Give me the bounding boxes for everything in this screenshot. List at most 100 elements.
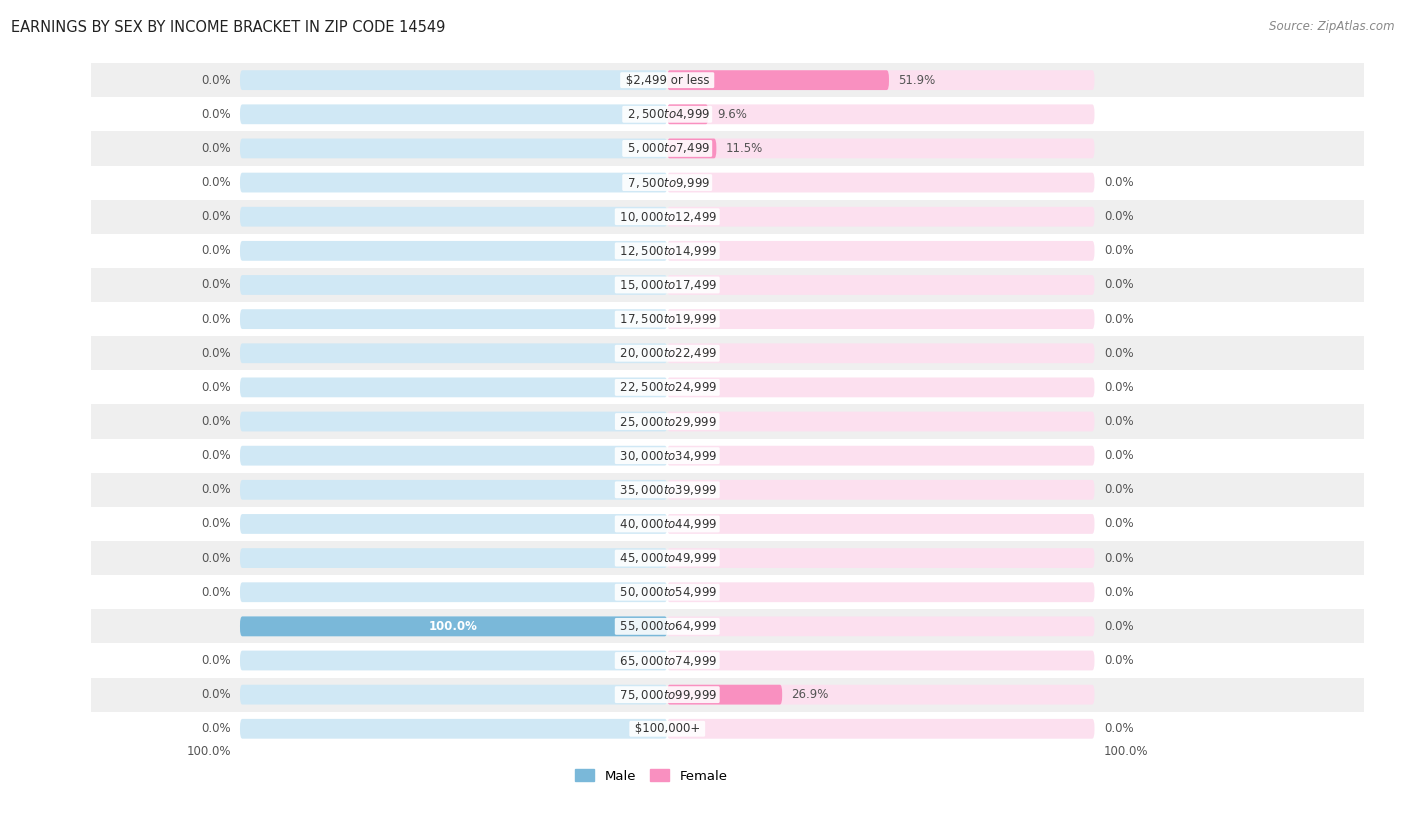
- Text: 0.0%: 0.0%: [201, 347, 231, 360]
- Text: 0.0%: 0.0%: [1104, 620, 1133, 633]
- FancyBboxPatch shape: [240, 275, 668, 295]
- FancyBboxPatch shape: [668, 138, 717, 159]
- Text: EARNINGS BY SEX BY INCOME BRACKET IN ZIP CODE 14549: EARNINGS BY SEX BY INCOME BRACKET IN ZIP…: [11, 20, 446, 35]
- FancyBboxPatch shape: [668, 480, 1094, 500]
- Bar: [91, 472, 1364, 506]
- Text: 0.0%: 0.0%: [201, 517, 231, 530]
- FancyBboxPatch shape: [668, 104, 1094, 124]
- Bar: [91, 337, 1364, 371]
- Bar: [91, 506, 1364, 541]
- Text: $7,500 to $9,999: $7,500 to $9,999: [624, 176, 711, 189]
- Text: 0.0%: 0.0%: [201, 415, 231, 428]
- Text: $25,000 to $29,999: $25,000 to $29,999: [616, 415, 718, 428]
- Text: 0.0%: 0.0%: [1104, 654, 1133, 667]
- Bar: [91, 609, 1364, 643]
- Bar: [91, 711, 1364, 746]
- Text: 0.0%: 0.0%: [201, 74, 231, 87]
- FancyBboxPatch shape: [668, 207, 1094, 227]
- FancyBboxPatch shape: [668, 719, 1094, 739]
- FancyBboxPatch shape: [668, 685, 782, 705]
- Text: $30,000 to $34,999: $30,000 to $34,999: [616, 449, 718, 463]
- Text: $50,000 to $54,999: $50,000 to $54,999: [616, 585, 718, 599]
- Text: $2,499 or less: $2,499 or less: [621, 74, 713, 87]
- Text: $10,000 to $12,499: $10,000 to $12,499: [616, 210, 718, 224]
- Bar: [91, 63, 1364, 98]
- FancyBboxPatch shape: [668, 104, 709, 124]
- FancyBboxPatch shape: [240, 411, 668, 432]
- FancyBboxPatch shape: [240, 309, 668, 329]
- Bar: [91, 677, 1364, 711]
- Text: 51.9%: 51.9%: [898, 74, 935, 87]
- FancyBboxPatch shape: [668, 685, 1094, 705]
- Text: $75,000 to $99,999: $75,000 to $99,999: [616, 688, 718, 702]
- Text: 0.0%: 0.0%: [1104, 483, 1133, 496]
- Text: 0.0%: 0.0%: [1104, 551, 1133, 564]
- FancyBboxPatch shape: [240, 616, 668, 637]
- FancyBboxPatch shape: [240, 480, 668, 500]
- FancyBboxPatch shape: [240, 446, 668, 466]
- FancyBboxPatch shape: [668, 377, 1094, 398]
- Text: $15,000 to $17,499: $15,000 to $17,499: [616, 278, 718, 292]
- Bar: [91, 404, 1364, 438]
- Text: 100.0%: 100.0%: [1104, 746, 1149, 759]
- FancyBboxPatch shape: [240, 514, 668, 534]
- Text: 0.0%: 0.0%: [201, 279, 231, 292]
- Text: $5,000 to $7,499: $5,000 to $7,499: [624, 141, 711, 155]
- Text: 0.0%: 0.0%: [1104, 347, 1133, 360]
- Text: 0.0%: 0.0%: [201, 313, 231, 326]
- Text: $2,500 to $4,999: $2,500 to $4,999: [624, 107, 711, 121]
- Text: 0.0%: 0.0%: [201, 585, 231, 598]
- Text: 26.9%: 26.9%: [792, 688, 828, 701]
- Text: 100.0%: 100.0%: [429, 620, 478, 633]
- Text: 0.0%: 0.0%: [1104, 211, 1133, 224]
- Text: 0.0%: 0.0%: [1104, 279, 1133, 292]
- FancyBboxPatch shape: [668, 446, 1094, 466]
- FancyBboxPatch shape: [668, 309, 1094, 329]
- Bar: [91, 643, 1364, 677]
- FancyBboxPatch shape: [240, 377, 668, 398]
- Text: 0.0%: 0.0%: [1104, 381, 1133, 393]
- Text: 0.0%: 0.0%: [1104, 722, 1133, 735]
- Bar: [91, 302, 1364, 337]
- FancyBboxPatch shape: [240, 719, 668, 739]
- Text: 0.0%: 0.0%: [1104, 449, 1133, 462]
- Text: 0.0%: 0.0%: [1104, 585, 1133, 598]
- Text: 0.0%: 0.0%: [201, 142, 231, 155]
- Text: $100,000+: $100,000+: [631, 722, 704, 735]
- FancyBboxPatch shape: [240, 548, 668, 568]
- FancyBboxPatch shape: [240, 241, 668, 261]
- FancyBboxPatch shape: [240, 207, 668, 227]
- FancyBboxPatch shape: [668, 650, 1094, 671]
- Text: $45,000 to $49,999: $45,000 to $49,999: [616, 551, 718, 565]
- Text: 0.0%: 0.0%: [1104, 313, 1133, 326]
- Text: $17,500 to $19,999: $17,500 to $19,999: [616, 312, 718, 326]
- Text: 0.0%: 0.0%: [201, 211, 231, 224]
- Text: 0.0%: 0.0%: [201, 381, 231, 393]
- FancyBboxPatch shape: [240, 70, 668, 90]
- Text: 0.0%: 0.0%: [201, 483, 231, 496]
- FancyBboxPatch shape: [668, 70, 889, 90]
- Text: 0.0%: 0.0%: [201, 449, 231, 462]
- FancyBboxPatch shape: [668, 275, 1094, 295]
- FancyBboxPatch shape: [240, 343, 668, 363]
- FancyBboxPatch shape: [668, 582, 1094, 602]
- Text: 0.0%: 0.0%: [201, 654, 231, 667]
- Bar: [91, 438, 1364, 472]
- Text: $65,000 to $74,999: $65,000 to $74,999: [616, 654, 718, 667]
- FancyBboxPatch shape: [240, 104, 668, 124]
- FancyBboxPatch shape: [240, 138, 668, 159]
- FancyBboxPatch shape: [240, 582, 668, 602]
- Text: 0.0%: 0.0%: [201, 176, 231, 189]
- Text: 0.0%: 0.0%: [1104, 415, 1133, 428]
- Text: $35,000 to $39,999: $35,000 to $39,999: [616, 483, 718, 497]
- Text: 0.0%: 0.0%: [1104, 517, 1133, 530]
- Text: $40,000 to $44,999: $40,000 to $44,999: [616, 517, 718, 531]
- Bar: [91, 371, 1364, 404]
- Text: 0.0%: 0.0%: [201, 108, 231, 121]
- Legend: Male, Female: Male, Female: [569, 764, 734, 788]
- FancyBboxPatch shape: [668, 70, 1094, 90]
- Text: 0.0%: 0.0%: [201, 551, 231, 564]
- Bar: [91, 166, 1364, 200]
- Text: 0.0%: 0.0%: [201, 245, 231, 258]
- Text: $55,000 to $64,999: $55,000 to $64,999: [616, 620, 718, 633]
